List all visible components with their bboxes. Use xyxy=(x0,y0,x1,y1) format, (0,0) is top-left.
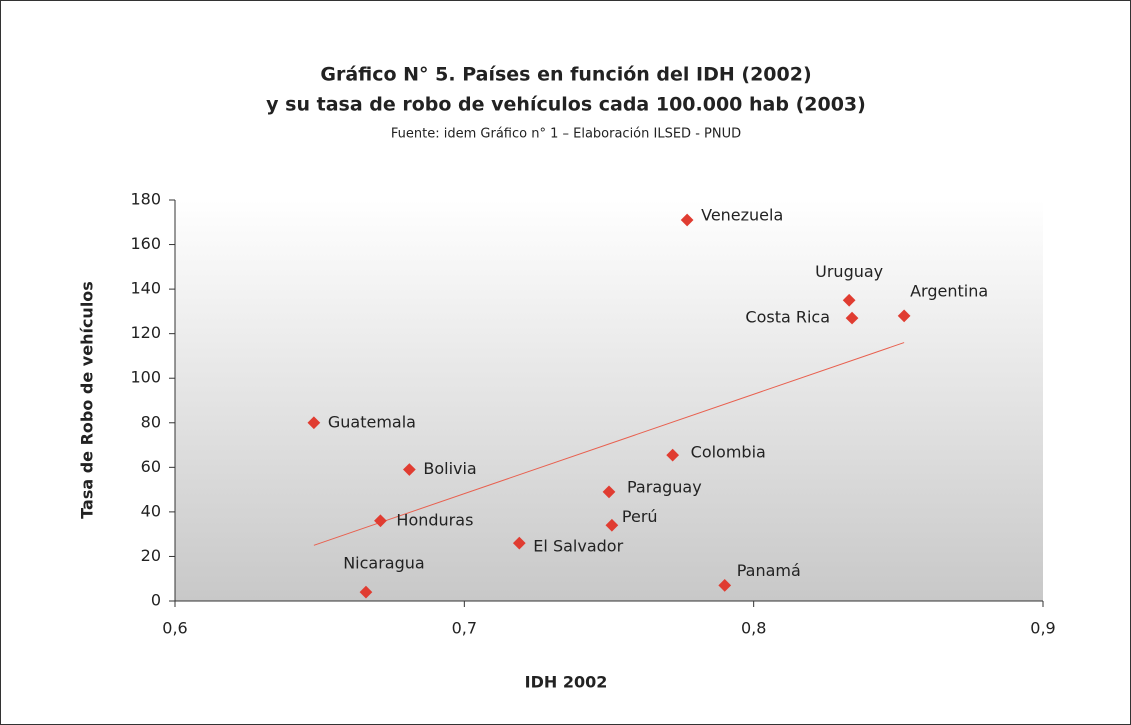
chart-title: Gráfico N° 5. Países en función del IDH … xyxy=(320,64,811,86)
y-tick-label: 20 xyxy=(141,546,161,565)
x-tick-label: 0,8 xyxy=(741,619,766,638)
plot-area xyxy=(175,200,1043,601)
point xyxy=(402,463,416,476)
point xyxy=(307,416,321,430)
y-tick-label: 120 xyxy=(130,323,161,342)
y-axis-label: Tasa de Robo de vehículos xyxy=(78,281,97,519)
y-tick-label: 180 xyxy=(130,190,161,209)
point-label: Colombia xyxy=(691,443,766,462)
x-axis-label: IDH 2002 xyxy=(525,673,608,692)
point-label: Guatemala xyxy=(328,412,416,431)
y-tick-label: 60 xyxy=(141,457,161,476)
y-tick-label: 140 xyxy=(130,279,161,298)
x-tick-label: 0,6 xyxy=(162,619,187,638)
point-label: Bolivia xyxy=(423,459,476,478)
point-label: Uruguay xyxy=(815,262,883,281)
y-tick-label: 0 xyxy=(151,591,161,610)
point-label: Nicaragua xyxy=(343,554,425,573)
chart-subtitle: Fuente: idem Gráfico n° 1 – Elaboración … xyxy=(391,127,741,142)
y-tick-label: 40 xyxy=(141,501,161,520)
chart-title: y su tasa de robo de vehículos cada 100.… xyxy=(266,94,866,116)
y-tick-label: 160 xyxy=(130,234,161,253)
trendline xyxy=(313,342,905,546)
point-label: Honduras xyxy=(396,510,473,529)
point-label: Paraguay xyxy=(627,477,702,496)
y-tick-label: 100 xyxy=(130,368,161,387)
y-tick-label: 80 xyxy=(141,412,161,431)
point-label: Costa Rica xyxy=(745,308,830,327)
point-label: Perú xyxy=(622,507,658,526)
point-label: Argentina xyxy=(910,281,988,300)
x-tick-label: 0,7 xyxy=(452,619,477,638)
point-label: Venezuela xyxy=(701,206,783,225)
point-label: El Salvador xyxy=(533,537,623,556)
point-label: Panamá xyxy=(737,561,801,580)
x-tick-label: 0,9 xyxy=(1030,619,1055,638)
